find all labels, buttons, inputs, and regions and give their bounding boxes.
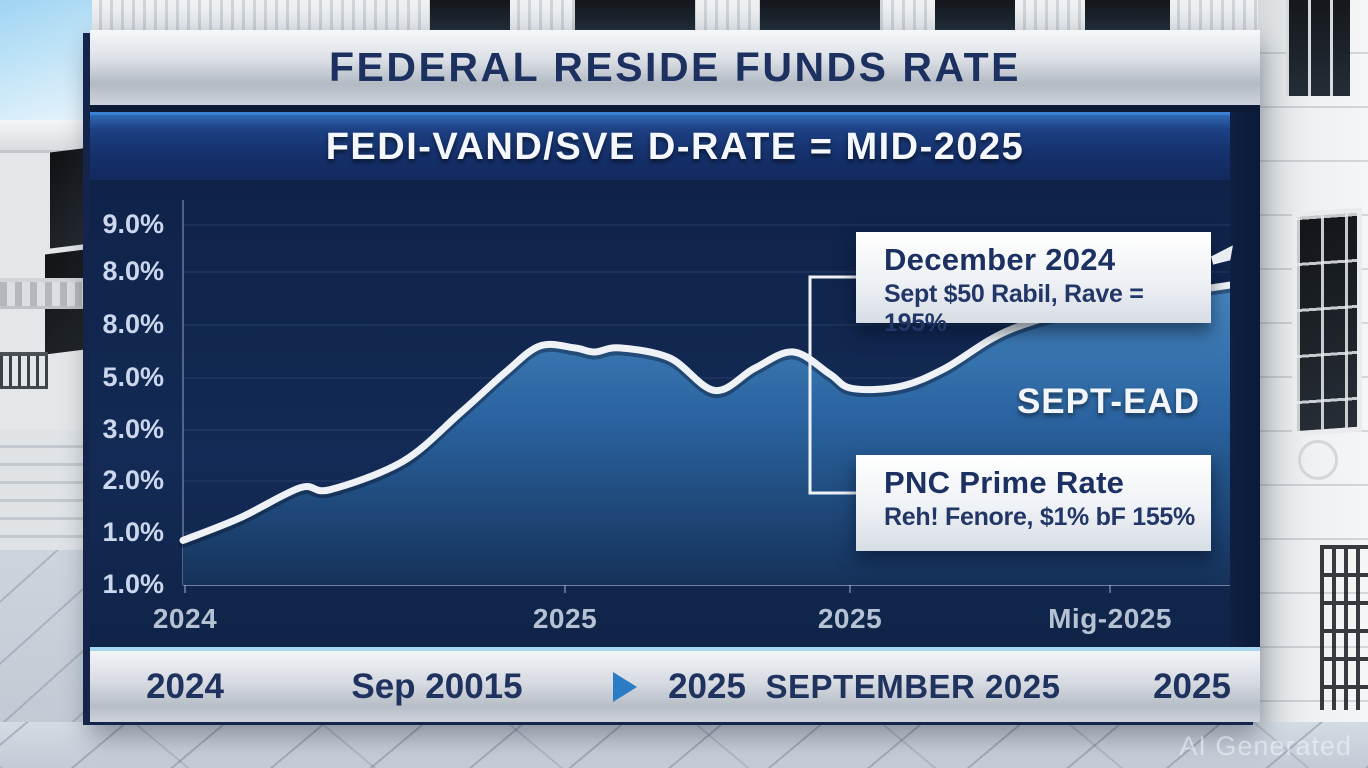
building-window (760, 0, 880, 34)
page-subtitle: FEDI-VAND/SVE D-RATE = MID-2025 (325, 126, 1025, 168)
callout-subtitle: Reh! Fenore, $1% bF 155% (884, 503, 1195, 532)
rate-curve (179, 281, 1234, 544)
y-axis-label: 1.0% (102, 517, 164, 547)
timeline-label: Sep 20015 (351, 666, 523, 706)
infographic-panel: FEDERAL RESIDE FUNDS RATE FEDI-VAND/SVE … (90, 30, 1260, 722)
x-axis-label: 2024 (152, 603, 218, 634)
timeline-bar: 2024 Sep 20015 2025 SEPTEMBER 2025 2025 (90, 651, 1260, 722)
building-cornice (0, 278, 92, 309)
panel-edge-shade (1230, 112, 1260, 647)
building-steps (0, 430, 92, 550)
building-railing (1320, 545, 1368, 710)
title-bar: FEDERAL RESIDE FUNDS RATE (90, 30, 1260, 105)
building-window (1286, 0, 1350, 96)
sept-ead-label: SEPT-EAD (1016, 382, 1200, 421)
building-window (575, 0, 695, 34)
building-pediment (0, 120, 92, 153)
chart-area: 9.0% 8.0% 8.0% 5.0% 3.0% 2.0% 1.0% 1.0% 2024 202… (90, 112, 1260, 647)
y-axis-label: 1.0% (102, 569, 164, 599)
footer-accent-line (90, 647, 1260, 651)
timeline-label: SEPTEMBER 2025 (765, 667, 1061, 705)
y-axis-label: 3.0% (102, 414, 164, 444)
timeline-label: 2025 (1153, 666, 1231, 706)
sky (0, 0, 92, 128)
callout-title: PNC Prime Rate (884, 465, 1125, 500)
callout-december-2024: December 2024 Sept $50 Rabil, Rave = 195… (856, 232, 1211, 337)
plaza-ground (0, 722, 1368, 768)
building-window (935, 0, 1015, 34)
callout-subtitle: Sept $50 Rabil, Rave = 195% (884, 280, 1144, 338)
page-title: FEDERAL RESIDE FUNDS RATE (329, 44, 1021, 90)
timeline-label: 2025 (668, 666, 746, 706)
callout-pnc-prime-rate: PNC Prime Rate Reh! Fenore, $1% bF 155% (856, 455, 1211, 551)
building-window (430, 0, 510, 34)
background-building-top (0, 0, 1368, 34)
ai-generated-watermark: AI Generated (1179, 731, 1352, 761)
subtitle-band: FEDI-VAND/SVE D-RATE = MID-2025 (90, 112, 1260, 180)
timeline-label: 2024 (146, 666, 224, 706)
callout-title: December 2024 (884, 242, 1116, 277)
y-axis-label: 2.0% (102, 465, 164, 495)
y-axis-label: 8.0% (102, 256, 164, 286)
play-triangle-icon (613, 671, 637, 702)
y-axis-label: 5.0% (102, 362, 164, 392)
building-window (1292, 207, 1362, 437)
callout-bracket (808, 275, 856, 495)
y-axis-label: 8.0% (102, 309, 164, 339)
x-axis-label: 2025 (817, 603, 883, 634)
background-building-right (1258, 0, 1368, 768)
building-window (1085, 0, 1170, 34)
building-railing (0, 352, 48, 389)
x-axis-label: Mig-2025 (1048, 603, 1172, 634)
background-building-left (0, 0, 92, 768)
stone-medallion (1298, 440, 1338, 480)
x-axis-label: 2025 (532, 603, 598, 634)
title-divider (90, 105, 1260, 112)
y-axis-label: 9.0% (102, 209, 164, 239)
building-window (50, 147, 90, 249)
